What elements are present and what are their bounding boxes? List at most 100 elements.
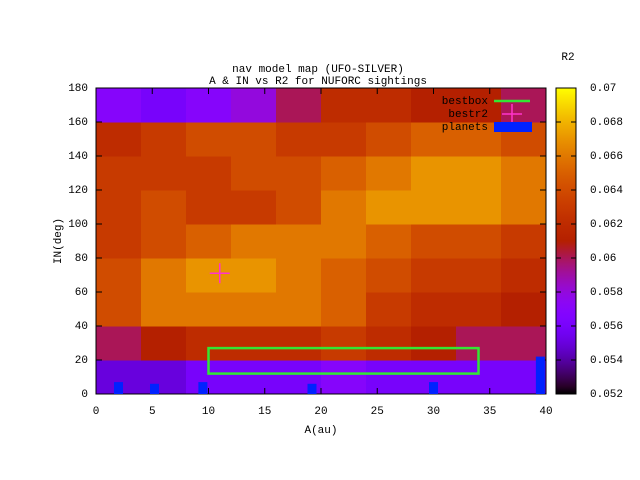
- heatmap-cell: [366, 292, 412, 327]
- chart-subtitle: A & IN vs R2 for NUFORC sightings: [209, 76, 427, 88]
- planet-bar: [429, 382, 438, 394]
- heatmap-cell: [276, 258, 322, 293]
- heatmap-cell: [321, 156, 367, 191]
- heatmap-cell: [186, 258, 232, 293]
- heatmap-cell: [276, 292, 322, 327]
- heatmap-cell: [141, 224, 187, 259]
- legend-swatch: [502, 104, 522, 124]
- colorbar-tick-label: 0.07: [590, 83, 616, 95]
- heatmap-cell: [276, 88, 322, 123]
- heatmap-cell: [321, 292, 367, 327]
- legend-label: bestbox: [442, 96, 489, 108]
- heatmap-cell: [501, 258, 547, 293]
- heatmap-cell: [141, 326, 187, 361]
- colorbar-tick-label: 0.056: [590, 321, 623, 333]
- heatmap-cell: [96, 190, 142, 225]
- x-tick-label: 30: [427, 406, 440, 418]
- heatmap-cell: [141, 190, 187, 225]
- heatmap-cell: [366, 190, 412, 225]
- colorbar-tick-label: 0.054: [590, 355, 623, 367]
- y-tick-label: 40: [75, 321, 88, 333]
- heatmap-cell: [411, 122, 457, 157]
- heatmap-cell: [141, 156, 187, 191]
- best-point: [209, 263, 230, 284]
- heatmap-cell: [456, 292, 502, 327]
- x-axis-label: A(au): [304, 425, 337, 437]
- heatmap-cell: [186, 190, 232, 225]
- heatmap-cell: [321, 190, 367, 225]
- y-tick-label: 20: [75, 355, 88, 367]
- planet-bar: [114, 382, 123, 394]
- heatmap-cell: [231, 190, 277, 225]
- y-tick-label: 120: [68, 185, 88, 197]
- heatmap-cell: [411, 326, 457, 361]
- legend-swatch: [494, 122, 532, 132]
- y-tick-label: 0: [81, 389, 88, 401]
- heatmap-cell: [141, 360, 187, 395]
- heatmap-cell: [321, 360, 367, 395]
- heatmap-cell: [456, 190, 502, 225]
- x-tick-label: 35: [483, 406, 496, 418]
- heatmap-cell: [231, 360, 277, 395]
- heatmap-cell: [231, 156, 277, 191]
- heatmap-cell: [186, 292, 232, 327]
- heatmap-cell: [231, 88, 277, 123]
- colorbar-tick-label: 0.062: [590, 219, 623, 231]
- y-tick-label: 180: [68, 83, 88, 95]
- heatmap-cell: [231, 292, 277, 327]
- heatmap-cell: [96, 258, 142, 293]
- heatmap-cell: [141, 258, 187, 293]
- heatmap-cell: [96, 224, 142, 259]
- heatmap-cell: [411, 258, 457, 293]
- planet-bar: [307, 383, 317, 394]
- x-tick-label: 40: [539, 406, 552, 418]
- legend-label: bestr2: [448, 109, 488, 121]
- colorbar-tick-label: 0.068: [590, 117, 623, 129]
- heatmap-cell: [411, 292, 457, 327]
- heatmap-cell: [186, 224, 232, 259]
- heatmap-cell: [321, 326, 367, 361]
- planet-bar: [198, 382, 208, 394]
- heatmap-cell: [276, 122, 322, 157]
- planet-bar: [535, 356, 545, 394]
- chart-title: nav model map (UFO-SILVER): [232, 64, 404, 76]
- heatmap-cell: [501, 292, 547, 327]
- heatmap-cell: [501, 88, 547, 123]
- heatmap-cell: [321, 88, 367, 123]
- heatmap-cell: [366, 122, 412, 157]
- heatmap-cell: [411, 224, 457, 259]
- x-tick-label: 20: [314, 406, 327, 418]
- x-tick-label: 15: [258, 406, 271, 418]
- heatmap-cell: [231, 258, 277, 293]
- heatmap-cell: [456, 156, 502, 191]
- x-tick-label: 5: [149, 406, 156, 418]
- heatmap-cell: [456, 258, 502, 293]
- y-tick-label: 100: [68, 219, 88, 231]
- x-tick-label: 25: [371, 406, 384, 418]
- heatmap-cell: [321, 258, 367, 293]
- y-tick-label: 140: [68, 151, 88, 163]
- heatmap-cell: [96, 292, 142, 327]
- y-axis-label: IN(deg): [53, 218, 65, 264]
- colorbar-label: R2: [561, 52, 574, 64]
- heatmap-cell: [456, 224, 502, 259]
- heatmap-cell: [501, 224, 547, 259]
- heatmap-cell: [366, 258, 412, 293]
- heatmap-cell: [141, 122, 187, 157]
- best-box: [207, 346, 480, 375]
- y-tick-label: 80: [75, 253, 88, 265]
- colorbar-tick-label: 0.052: [590, 389, 623, 401]
- y-tick-label: 60: [75, 287, 88, 299]
- heatmap-cell: [501, 156, 547, 191]
- x-tick-label: 10: [202, 406, 215, 418]
- legend-label: planets: [442, 122, 488, 134]
- heatmap-cell: [366, 360, 412, 395]
- heatmap-cell: [366, 326, 412, 361]
- heatmap-cell: [501, 190, 547, 225]
- colorbar-tick-label: 0.058: [590, 287, 623, 299]
- heatmap-cell: [231, 122, 277, 157]
- heatmap-cell: [276, 326, 322, 361]
- x-tick-label: 0: [93, 406, 100, 418]
- colorbar-tick-label: 0.066: [590, 151, 623, 163]
